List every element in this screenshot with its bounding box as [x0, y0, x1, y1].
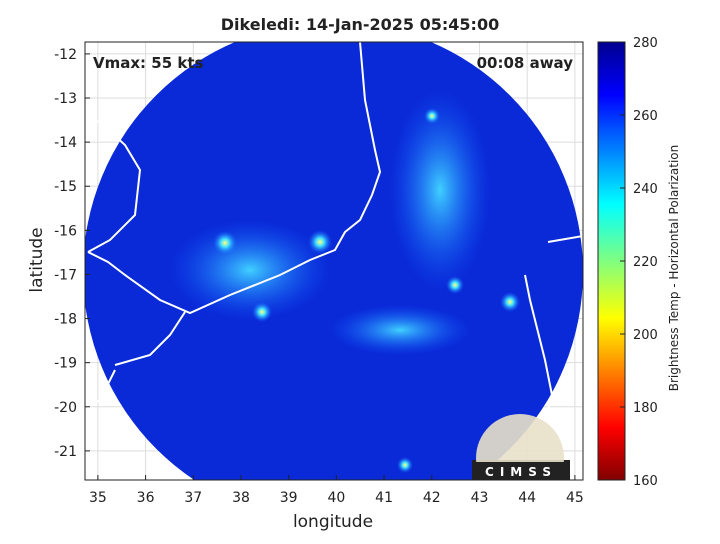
x-tick-label: 38: [232, 490, 250, 506]
logo-band: [472, 462, 570, 480]
annotation: Vmax: 55 kts: [93, 54, 203, 72]
logo-disk: [476, 414, 564, 480]
cell: [252, 302, 272, 322]
colorbar-label: Brightness Temp - Horizontal Polarizatio…: [667, 145, 681, 392]
x-axis-label: longitude: [293, 512, 373, 532]
coastline: [85, 42, 583, 421]
colorbar-tick-label: 260: [633, 109, 658, 124]
cell: [500, 292, 520, 312]
logo: CIMSS: [472, 414, 570, 480]
x-tick-label: 37: [184, 490, 202, 506]
colorbar-tick-label: 240: [633, 182, 658, 197]
plot-frame: [84, 41, 584, 481]
y-tick-label: -20: [54, 400, 77, 416]
x-tick-label: 36: [137, 490, 155, 506]
cell: [424, 108, 440, 124]
colorbar-tick-label: 220: [633, 255, 658, 270]
cell: [397, 457, 413, 473]
logo-text: CIMSS: [485, 465, 557, 479]
y-tick-label: -16: [54, 223, 77, 239]
cloud: [330, 305, 470, 355]
x-tick-label: 41: [375, 490, 393, 506]
x-tick-label: 39: [280, 490, 298, 506]
y-tick-label: -12: [54, 47, 77, 63]
y-tick-label: -15: [54, 179, 77, 195]
colorbar-tick-label: 160: [633, 474, 658, 489]
y-tick-label: -19: [54, 356, 77, 372]
y-tick-label: -14: [54, 135, 77, 151]
y-tick-label: -17: [54, 267, 77, 283]
cloud: [170, 220, 330, 320]
colorbar-tick-label: 200: [633, 328, 658, 343]
y-tick-label: -21: [54, 444, 77, 460]
cell: [213, 231, 237, 255]
cell: [446, 276, 464, 294]
colorbar-tick-label: 180: [633, 401, 658, 416]
title: Dikeledi: 14-Jan-2025 05:45:00: [221, 15, 499, 34]
y-axis-label: latitude: [27, 227, 47, 292]
x-tick-label: 35: [89, 490, 107, 506]
x-tick-label: 40: [327, 490, 345, 506]
y-tick-label: -18: [54, 312, 77, 328]
annotation: 00:08 away: [477, 54, 574, 72]
y-tick-label: -13: [54, 91, 77, 107]
x-tick-label: 43: [471, 490, 489, 506]
cell: [308, 230, 332, 254]
x-tick-label: 44: [518, 490, 536, 506]
colorbar-tick-label: 280: [633, 36, 658, 51]
imagery: [85, 42, 583, 480]
cloud: [390, 90, 490, 290]
x-tick-label: 42: [423, 490, 441, 506]
x-tick-label: 45: [566, 490, 584, 506]
